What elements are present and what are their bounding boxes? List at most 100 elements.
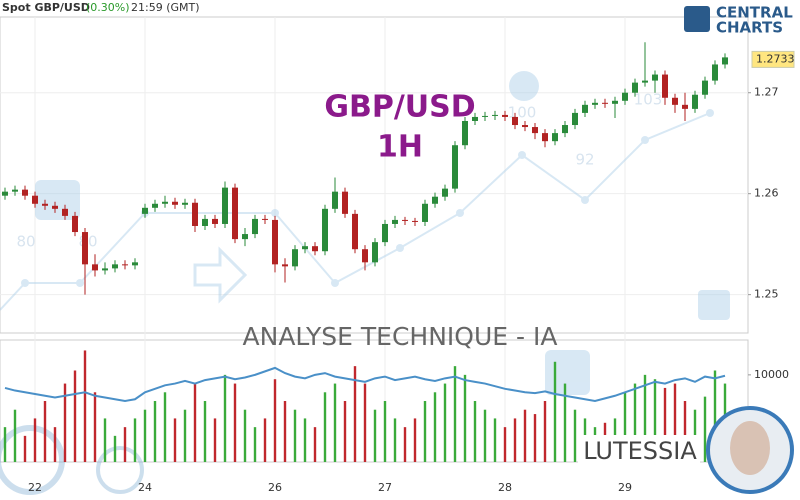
candle-body bbox=[102, 268, 108, 271]
volume-bar bbox=[13, 409, 17, 462]
candle-body bbox=[492, 114, 498, 116]
volume-bar bbox=[463, 374, 467, 462]
logo-text: CENTRAL bbox=[716, 4, 793, 22]
signal-label: 80 bbox=[16, 233, 35, 251]
volume-average bbox=[4, 366, 726, 403]
candle-body bbox=[162, 201, 168, 204]
volume-bar bbox=[373, 409, 377, 462]
candle-body bbox=[702, 80, 708, 95]
volume-bar bbox=[313, 427, 317, 462]
volume-bar bbox=[223, 374, 227, 462]
y-tick-label: 1.25 bbox=[754, 288, 779, 301]
candle-body bbox=[432, 196, 438, 204]
candle-body bbox=[122, 264, 128, 266]
candle-body bbox=[472, 116, 478, 121]
signal-line bbox=[0, 112, 711, 311]
volume-bar bbox=[633, 383, 637, 462]
volume-bar bbox=[273, 379, 277, 462]
volume-bar bbox=[113, 435, 117, 462]
candle-body bbox=[92, 264, 98, 271]
volume-bar bbox=[683, 401, 687, 462]
volume-bar bbox=[413, 418, 417, 462]
icon bbox=[96, 446, 144, 494]
candle-body bbox=[402, 219, 408, 221]
candle-body bbox=[142, 207, 148, 214]
signal-label: 100 bbox=[508, 104, 537, 122]
candle-body bbox=[652, 74, 658, 81]
time: 21:59 (GMT) bbox=[131, 1, 200, 14]
volume-bar bbox=[153, 401, 157, 462]
x-tick-label: 27 bbox=[378, 481, 392, 494]
candle-body bbox=[282, 264, 288, 267]
volume-bar bbox=[483, 409, 487, 462]
volume-bar bbox=[323, 392, 327, 462]
volume-bar bbox=[123, 427, 127, 462]
y-tick-label: 1.27 bbox=[754, 86, 779, 99]
volume-bar bbox=[53, 427, 57, 462]
candle-body bbox=[182, 202, 188, 205]
volume-bar bbox=[443, 383, 447, 462]
candle-body bbox=[542, 133, 548, 142]
volume-bar bbox=[3, 427, 7, 462]
overlay-banner: ANALYSE TECHNIQUE - IA bbox=[243, 322, 558, 351]
volume-bar bbox=[43, 401, 47, 462]
volume-bar bbox=[403, 427, 407, 462]
candle-body bbox=[352, 213, 358, 250]
volume-bar bbox=[533, 414, 537, 462]
volume-bar bbox=[673, 383, 677, 462]
volume-bar bbox=[543, 401, 547, 462]
volume-bar bbox=[193, 383, 197, 462]
volume-bar bbox=[213, 418, 217, 462]
overlay-title: GBP/USD bbox=[324, 90, 475, 125]
icon bbox=[35, 180, 80, 220]
volume-bar bbox=[503, 427, 507, 462]
volume-bar bbox=[663, 387, 667, 462]
volume-bar bbox=[643, 374, 647, 462]
volume-bar bbox=[83, 350, 87, 462]
candle-body bbox=[422, 203, 428, 222]
volume-bar bbox=[493, 418, 497, 462]
volume-bar bbox=[143, 409, 147, 462]
icon bbox=[698, 290, 730, 320]
candle-body bbox=[502, 114, 508, 117]
candle-body bbox=[662, 74, 668, 98]
signal-dots bbox=[21, 109, 714, 287]
candle-body bbox=[392, 219, 398, 224]
candle-body bbox=[532, 127, 538, 134]
x-tick-label: 28 bbox=[498, 481, 512, 494]
volume-bar bbox=[203, 401, 207, 462]
grid bbox=[0, 17, 748, 462]
logo-text: CHARTS bbox=[716, 19, 783, 37]
volume-bar bbox=[563, 383, 567, 462]
volume-bar bbox=[553, 361, 557, 462]
candle-body bbox=[232, 187, 238, 240]
x-tick-label: 22 bbox=[28, 481, 42, 494]
candle-body bbox=[72, 215, 78, 233]
candle-body bbox=[712, 64, 718, 81]
candle-body bbox=[242, 234, 248, 240]
volume-bar bbox=[23, 435, 27, 462]
volume-bar bbox=[703, 396, 707, 462]
candle-body bbox=[362, 249, 368, 263]
symbol: Spot GBP/USD bbox=[2, 1, 90, 14]
candle-body bbox=[52, 205, 58, 209]
volume-bar bbox=[253, 427, 257, 462]
candle-body bbox=[482, 115, 488, 117]
y-tick-label: 10000 bbox=[754, 368, 789, 381]
volume-bar bbox=[233, 383, 237, 462]
candle-body bbox=[272, 219, 278, 265]
volume-bar bbox=[293, 409, 297, 462]
candle-body bbox=[42, 203, 48, 206]
candle-body bbox=[682, 104, 688, 109]
volume-bar bbox=[423, 401, 427, 462]
logo-mark bbox=[684, 6, 710, 32]
candle-body bbox=[292, 249, 298, 267]
volume-bar bbox=[363, 383, 367, 462]
volume-bar bbox=[433, 392, 437, 462]
candle-body bbox=[22, 189, 28, 196]
candle-body bbox=[82, 232, 88, 265]
candle-body bbox=[562, 125, 568, 134]
candle-body bbox=[552, 133, 558, 142]
candle-body bbox=[592, 102, 598, 105]
